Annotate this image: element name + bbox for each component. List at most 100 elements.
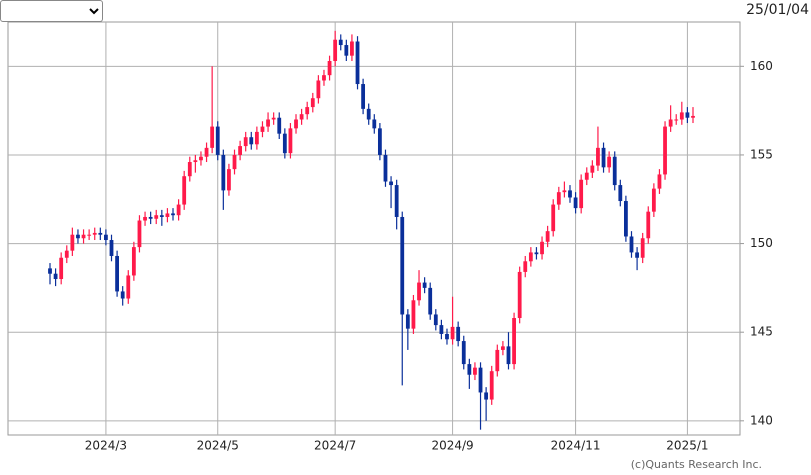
candle-body: [445, 333, 449, 340]
plot-frame: [7, 21, 741, 436]
candle-body: [221, 154, 226, 191]
candle-body: [540, 241, 544, 255]
candle-body: [400, 216, 405, 315]
candle-body: [523, 261, 528, 272]
x-tick-label: 2025/1: [666, 439, 708, 453]
x-tick-label: 2024/5: [197, 439, 239, 453]
x-tick-label: 2024/3: [85, 439, 127, 453]
dropdown[interactable]: [0, 0, 103, 22]
x-tick-label: 2024/9: [431, 439, 473, 453]
candle-body: [98, 232, 103, 235]
candle-body: [316, 80, 321, 99]
candle-body: [232, 154, 237, 170]
candle-body: [668, 119, 673, 127]
candle-body: [545, 231, 550, 242]
candle-body: [679, 112, 684, 120]
candle-body: [646, 211, 651, 239]
candle-body: [573, 197, 578, 209]
x-tick-label: 2024/11: [551, 439, 601, 453]
candle-body: [534, 252, 539, 255]
candle-body: [53, 273, 58, 280]
candle-body: [590, 165, 595, 173]
candle-body: [282, 133, 287, 154]
candle-body: [171, 213, 175, 216]
candle-body: [310, 98, 315, 108]
candle-body: [584, 172, 589, 180]
candle-body: [294, 119, 298, 129]
candle-body: [422, 282, 427, 288]
candle-body: [193, 160, 198, 163]
candle-body: [663, 126, 667, 175]
candle-body: [288, 128, 293, 154]
candle-body: [512, 318, 516, 365]
candle-body: [433, 314, 438, 326]
y-tick-label: 145: [750, 325, 773, 339]
candle-body: [685, 112, 690, 118]
candle-body: [618, 185, 623, 202]
candle-body: [484, 392, 489, 400]
candle-body: [204, 147, 209, 157]
candle-body: [338, 39, 343, 46]
candle-body: [249, 137, 254, 145]
candle-body: [473, 367, 477, 375]
candle-body: [305, 107, 310, 115]
candles: [48, 30, 695, 430]
candle-body: [210, 126, 215, 148]
candle-body: [277, 117, 282, 134]
candle-body: [87, 234, 92, 236]
candle-body: [506, 346, 511, 365]
candle-body: [115, 255, 119, 292]
candle-body: [568, 190, 572, 198]
candle-body: [299, 114, 304, 120]
candle-body: [227, 169, 231, 191]
candle-body: [489, 371, 494, 400]
y-tick-label: 155: [750, 147, 773, 161]
candle-body: [254, 131, 259, 145]
candle-body: [394, 185, 399, 217]
candle-body: [109, 240, 114, 256]
candle-body: [176, 204, 181, 216]
candle-body: [243, 137, 248, 147]
candle-body: [624, 201, 628, 237]
candle-body: [154, 215, 159, 219]
candle-body: [607, 156, 612, 168]
candle-body: [238, 146, 243, 155]
candle-body: [596, 147, 600, 166]
candle-body: [612, 156, 617, 186]
candle-body: [405, 314, 410, 329]
candle-body: [428, 287, 433, 315]
candle-body: [355, 41, 360, 85]
candle-body: [143, 216, 147, 221]
candle-body: [411, 300, 416, 329]
candle-body: [131, 247, 136, 276]
candle-body: [495, 349, 500, 372]
candle-body: [70, 234, 75, 251]
candle-body: [551, 204, 556, 232]
candle-body: [657, 174, 662, 189]
x-tick-label: 2024/7: [314, 439, 356, 453]
candle-body: [182, 176, 187, 205]
candle-body: [579, 179, 584, 209]
candle-body: [48, 268, 52, 274]
candle-body: [372, 119, 377, 129]
candle-body: [120, 291, 125, 299]
candle-body: [366, 108, 371, 120]
candle-body: [439, 325, 444, 334]
candle-body: [478, 367, 483, 393]
candle-body: [629, 236, 634, 253]
candle-body: [350, 41, 354, 56]
candle-body: [327, 60, 332, 76]
grid: [8, 22, 744, 435]
candle-body: [260, 126, 265, 132]
candle-body: [450, 326, 455, 340]
candle-body: [215, 126, 220, 155]
candle-body: [159, 215, 164, 217]
y-tick-label: 140: [750, 413, 773, 427]
candle-body: [461, 341, 466, 365]
candle-body: [59, 257, 64, 280]
candle-body: [76, 234, 80, 239]
candle-body: [322, 75, 326, 81]
candle-body: [562, 190, 567, 193]
